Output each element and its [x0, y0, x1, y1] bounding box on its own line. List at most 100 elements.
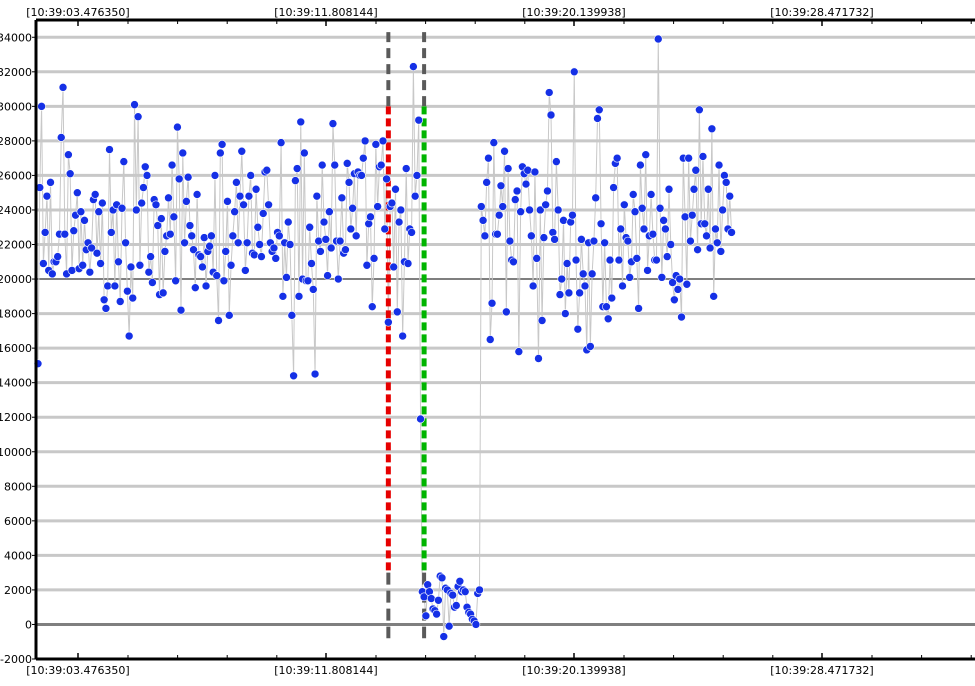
data-point [98, 198, 107, 208]
data-point [668, 278, 677, 287]
data-point [403, 259, 413, 268]
data-point [246, 171, 256, 180]
data-point [639, 224, 649, 234]
series-line [37, 38, 733, 637]
data-point [448, 590, 458, 600]
data-point [711, 224, 720, 234]
data-point [308, 285, 318, 294]
data-point [552, 157, 561, 166]
y-tick-label: 12000 [0, 411, 32, 424]
data-point [219, 276, 229, 286]
data-point [434, 595, 443, 605]
data-point [485, 335, 495, 344]
data-point [630, 207, 640, 216]
data-point [573, 324, 583, 334]
y-tick-label: -2000 [0, 653, 32, 666]
data-point [666, 240, 676, 249]
data-point [384, 317, 393, 327]
data-point [607, 293, 617, 303]
data-point [326, 243, 336, 253]
data-point [587, 269, 597, 279]
data-point [128, 293, 138, 303]
data-point [628, 190, 638, 199]
data-point [169, 212, 179, 222]
data-point [704, 184, 713, 194]
data-point [214, 316, 223, 325]
data-point [158, 288, 168, 298]
data-point [312, 191, 322, 201]
data-point [689, 184, 699, 194]
data-point [257, 252, 266, 261]
data-point [702, 231, 711, 241]
data-point [303, 276, 313, 286]
data-point [562, 259, 572, 268]
data-point [623, 236, 633, 246]
data-point [321, 235, 331, 244]
data-point [78, 260, 87, 270]
data-point [46, 178, 55, 187]
series-connector-line [37, 38, 733, 637]
data-point [541, 200, 550, 210]
data-point [550, 235, 559, 244]
data-point [185, 221, 195, 230]
data-point [92, 248, 102, 258]
y-tick-label: 20000 [0, 273, 32, 286]
data-point [73, 188, 82, 197]
data-point [493, 229, 502, 239]
data-point [412, 171, 422, 180]
data-point [527, 231, 536, 241]
data-point [114, 257, 123, 267]
data-point [119, 157, 129, 166]
data-point [325, 207, 334, 216]
data-point [521, 179, 531, 189]
data-point [380, 224, 390, 234]
y-tick-label: 0 [25, 618, 32, 631]
data-point [594, 105, 604, 115]
data-point [680, 212, 690, 222]
x-tick-label-top: [10:39:20.139938] [522, 6, 625, 19]
data-point [76, 207, 86, 216]
data-point [376, 160, 386, 170]
data-point [278, 292, 288, 301]
data-point [616, 224, 626, 234]
data-point [230, 207, 239, 216]
data-point [146, 252, 155, 261]
data-point [269, 243, 279, 253]
data-point [510, 195, 520, 204]
data-point [605, 255, 615, 265]
data-point [94, 207, 104, 216]
data-point [543, 186, 552, 196]
data-point [140, 162, 150, 172]
data-point [653, 34, 663, 44]
data-point [199, 233, 209, 242]
data-point [589, 236, 599, 246]
data-point [571, 255, 581, 265]
data-point [421, 611, 431, 621]
data-point [317, 160, 327, 170]
data-point [416, 414, 425, 424]
data-point [476, 202, 486, 211]
data-point [516, 207, 525, 216]
data-point [275, 231, 284, 241]
y-tick-label: 28000 [0, 135, 32, 148]
data-point [223, 197, 232, 206]
data-point [192, 190, 202, 199]
data-point [212, 271, 222, 280]
data-point [217, 140, 227, 149]
data-point [319, 217, 329, 227]
data-point [60, 229, 70, 239]
data-point [700, 219, 710, 229]
data-point [191, 283, 200, 292]
data-point [221, 247, 230, 256]
data-point [394, 217, 404, 227]
data-point [87, 243, 96, 253]
data-point [130, 100, 139, 109]
data-point [664, 184, 674, 194]
data-point [359, 153, 368, 163]
data-point [643, 266, 652, 275]
data-point [727, 228, 736, 237]
data-point [539, 233, 549, 242]
data-point [291, 176, 300, 185]
data-point [201, 281, 211, 291]
data-point [139, 183, 148, 192]
